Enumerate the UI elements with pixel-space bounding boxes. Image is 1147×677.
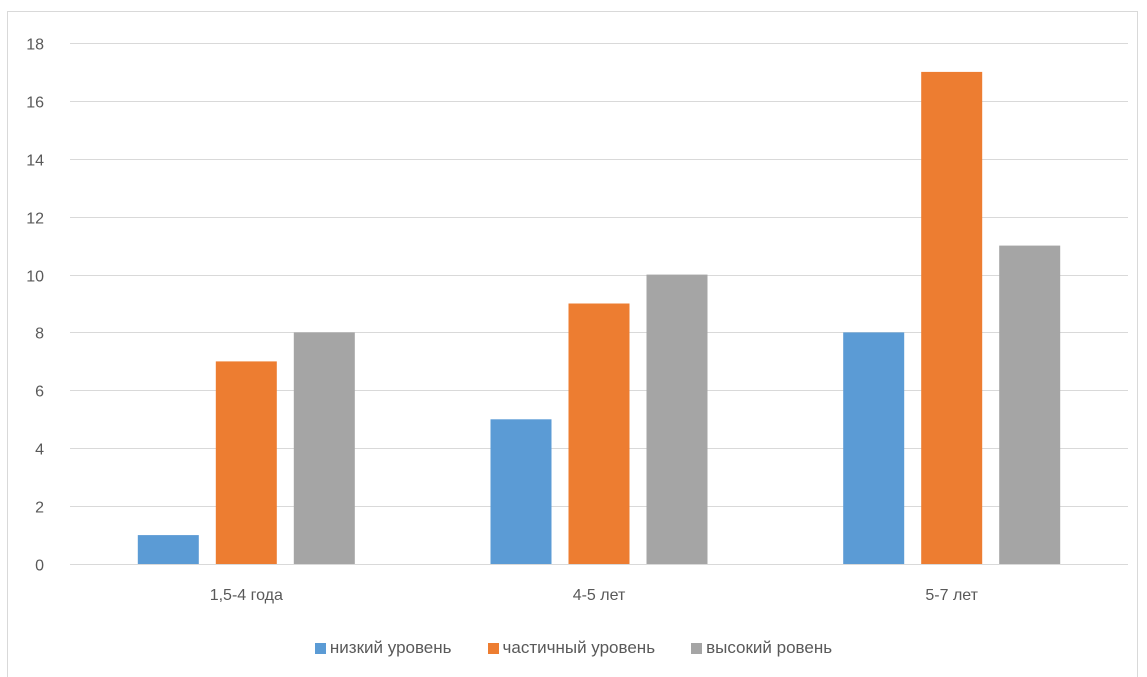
bar bbox=[568, 303, 630, 564]
bar bbox=[999, 245, 1061, 564]
bar bbox=[646, 274, 708, 564]
y-tick-label: 16 bbox=[26, 95, 44, 112]
y-tick-label: 4 bbox=[35, 442, 44, 459]
legend-item-low: низкий уровень bbox=[314, 638, 452, 658]
bar bbox=[843, 332, 905, 564]
y-tick-label: 12 bbox=[26, 211, 44, 228]
x-tick-label: 4-5 лет bbox=[573, 587, 626, 604]
y-tick-label: 8 bbox=[35, 326, 44, 343]
legend-item-high: высокий ровень bbox=[691, 638, 832, 658]
bar bbox=[137, 535, 199, 564]
y-tick-label: 10 bbox=[26, 269, 44, 286]
bar bbox=[921, 71, 983, 565]
y-tick-label: 0 bbox=[35, 558, 44, 575]
bar bbox=[490, 419, 552, 564]
bar bbox=[293, 332, 355, 564]
y-tick-label: 2 bbox=[35, 500, 44, 517]
bar bbox=[215, 361, 277, 564]
y-tick-label: 18 bbox=[26, 37, 44, 54]
legend: низкий уровень частичный уровень высокий… bbox=[0, 637, 1147, 659]
legend-label-high: высокий ровень bbox=[706, 638, 833, 657]
y-tick-label: 14 bbox=[26, 153, 44, 170]
x-tick-label: 1,5-4 года bbox=[210, 587, 283, 604]
legend-swatch-high bbox=[691, 642, 703, 654]
legend-label-low: низкий уровень bbox=[329, 638, 452, 657]
legend-swatch-partial bbox=[487, 642, 499, 654]
legend-item-partial: частичный уровень bbox=[487, 638, 656, 658]
x-tick-label: 5-7 лет bbox=[925, 587, 978, 604]
y-tick-label: 6 bbox=[35, 384, 44, 401]
legend-swatch-low bbox=[314, 642, 326, 654]
legend-label-partial: частичный уровень bbox=[502, 638, 656, 657]
